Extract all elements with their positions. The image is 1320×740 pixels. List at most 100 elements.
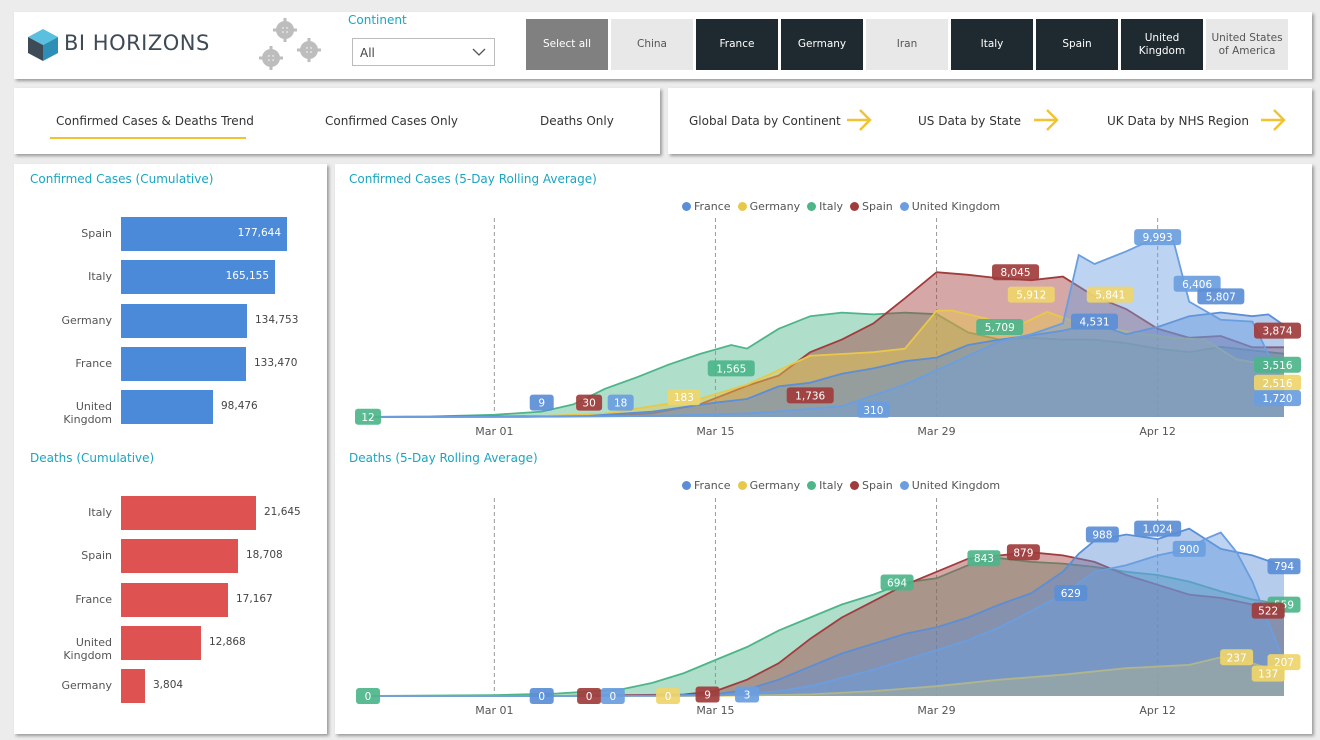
series-area-france[interactable]	[368, 312, 1284, 418]
gears-icon	[255, 14, 327, 76]
continent-dropdown[interactable]: All	[352, 38, 495, 66]
svg-text:3,874: 3,874	[1262, 326, 1292, 338]
svg-text:30: 30	[582, 398, 595, 410]
arrow-right-icon[interactable]	[1032, 106, 1060, 138]
slicer-select-all[interactable]: Select all	[526, 19, 608, 70]
data-label: 1,736	[786, 387, 834, 404]
arrow-right-icon[interactable]	[845, 106, 873, 138]
legend-item[interactable]: France	[682, 479, 731, 492]
svg-text:9,993: 9,993	[1143, 232, 1173, 244]
bar[interactable]	[121, 346, 246, 381]
svg-text:310: 310	[863, 405, 883, 417]
svg-text:12: 12	[361, 412, 374, 424]
link-uk-data-by-nhs-region[interactable]: UK Data by NHS Region	[1107, 114, 1249, 128]
data-label: 12	[355, 408, 381, 425]
svg-text:8,045: 8,045	[1000, 267, 1030, 279]
series-area-france[interactable]	[368, 528, 1284, 696]
bar-value-label: 17,167	[236, 592, 273, 605]
legend-item[interactable]: Spain	[850, 479, 893, 492]
svg-text:1,736: 1,736	[795, 390, 825, 402]
svg-text:6,406: 6,406	[1182, 279, 1212, 291]
data-label: 0	[356, 688, 380, 704]
bar-value-label: 98,476	[221, 400, 258, 413]
bar-value-label: 133,470	[254, 356, 298, 369]
svg-text:843: 843	[974, 553, 994, 565]
data-label: 5,709	[976, 319, 1024, 335]
bar[interactable]	[121, 669, 145, 704]
data-label: 3,874	[1254, 322, 1301, 339]
slicer-china[interactable]: China	[611, 19, 693, 70]
series-area-united-kingdom[interactable]	[368, 237, 1284, 417]
legend-item[interactable]: United Kingdom	[899, 479, 1000, 492]
x-tick-label: Apr 12	[1139, 425, 1176, 438]
bar[interactable]	[121, 539, 238, 574]
bar-label: Spain	[81, 227, 112, 240]
data-label: 6,406	[1173, 275, 1221, 292]
x-tick-label: Mar 29	[917, 704, 955, 717]
data-label: 9	[529, 394, 554, 411]
bar[interactable]	[121, 582, 228, 617]
x-tick-label: Mar 15	[696, 704, 734, 717]
bar-value-label: 134,753	[255, 313, 299, 326]
series-area-united-kingdom[interactable]	[368, 532, 1284, 697]
slicer-italy[interactable]: Italy	[951, 19, 1033, 70]
data-label: 794	[1267, 558, 1301, 575]
bar[interactable]	[121, 625, 201, 660]
bar[interactable]	[121, 496, 256, 530]
legend-item[interactable]: Germany	[737, 479, 800, 492]
bar[interactable]	[121, 217, 287, 251]
nav-links-card	[668, 88, 1312, 154]
deaths-rolling-legend: France Germany Italy Spain United Kingdom	[682, 479, 1000, 492]
continent-selected-value: All	[360, 46, 375, 60]
data-label: 5,807	[1197, 288, 1245, 305]
bar-value-label: 12,868	[209, 635, 246, 648]
series-area-germany[interactable]	[368, 657, 1284, 696]
svg-text:5,912: 5,912	[1016, 290, 1046, 302]
link-us-data-by-state[interactable]: US Data by State	[918, 114, 1021, 128]
legend-item[interactable]: Italy	[807, 200, 843, 213]
legend-item[interactable]: France	[682, 200, 731, 213]
bar-value-label: 177,644	[237, 227, 281, 239]
legend-dot-icon	[737, 202, 747, 211]
data-label: 0	[656, 688, 681, 704]
series-area-spain[interactable]	[368, 272, 1284, 417]
arrow-right-icon[interactable]	[1259, 106, 1287, 138]
slicer-germany[interactable]: Germany	[781, 19, 863, 70]
svg-text:900: 900	[1179, 544, 1199, 556]
data-label: 9	[695, 686, 720, 703]
svg-text:18: 18	[614, 398, 627, 410]
tab-confirmed-cases-only[interactable]: Confirmed Cases Only	[325, 114, 459, 128]
deaths-rolling-title: Deaths (5-Day Rolling Average)	[349, 451, 538, 465]
slicer-france[interactable]: France	[696, 19, 778, 70]
bar[interactable]	[121, 260, 275, 295]
slicer-united-kingdom[interactable]: United Kingdom	[1121, 19, 1203, 70]
series-area-italy[interactable]	[368, 312, 1284, 417]
data-label: 237	[1220, 649, 1254, 666]
svg-text:2,516: 2,516	[1262, 378, 1292, 390]
slicer-spain[interactable]: Spain	[1036, 19, 1118, 70]
bar-value-label: 18,708	[246, 549, 283, 562]
bar-label: France	[75, 356, 112, 370]
rolling-average-panel	[335, 164, 1312, 734]
svg-text:5,841: 5,841	[1095, 290, 1125, 302]
bar-label: Italy	[88, 270, 112, 284]
legend-item[interactable]: United Kingdom	[899, 200, 1000, 213]
svg-text:3: 3	[744, 690, 751, 702]
slicer-united-states-of-america[interactable]: United States of America	[1206, 19, 1288, 70]
link-global-data-by-continent[interactable]: Global Data by Continent	[689, 114, 841, 128]
legend-item[interactable]: Italy	[807, 479, 843, 492]
series-area-germany[interactable]	[368, 310, 1284, 417]
chevron-down-icon	[472, 46, 486, 60]
bar[interactable]	[121, 390, 213, 425]
bar[interactable]	[121, 303, 247, 338]
confirmed-rolling-title: Confirmed Cases (5-Day Rolling Average)	[349, 172, 597, 186]
tab-deaths-only[interactable]: Deaths Only	[540, 114, 614, 128]
legend-item[interactable]: Spain	[850, 200, 893, 213]
legend-item[interactable]: Germany	[737, 200, 800, 213]
bi-horizons-logo-icon	[26, 27, 60, 67]
data-label: 3,516	[1254, 356, 1301, 373]
svg-text:522: 522	[1258, 606, 1278, 618]
tab-confirmed-deaths-trend[interactable]: Confirmed Cases & Deaths Trend	[56, 114, 254, 128]
x-tick-label: Mar 29	[917, 425, 955, 438]
slicer-iran[interactable]: Iran	[866, 19, 948, 70]
